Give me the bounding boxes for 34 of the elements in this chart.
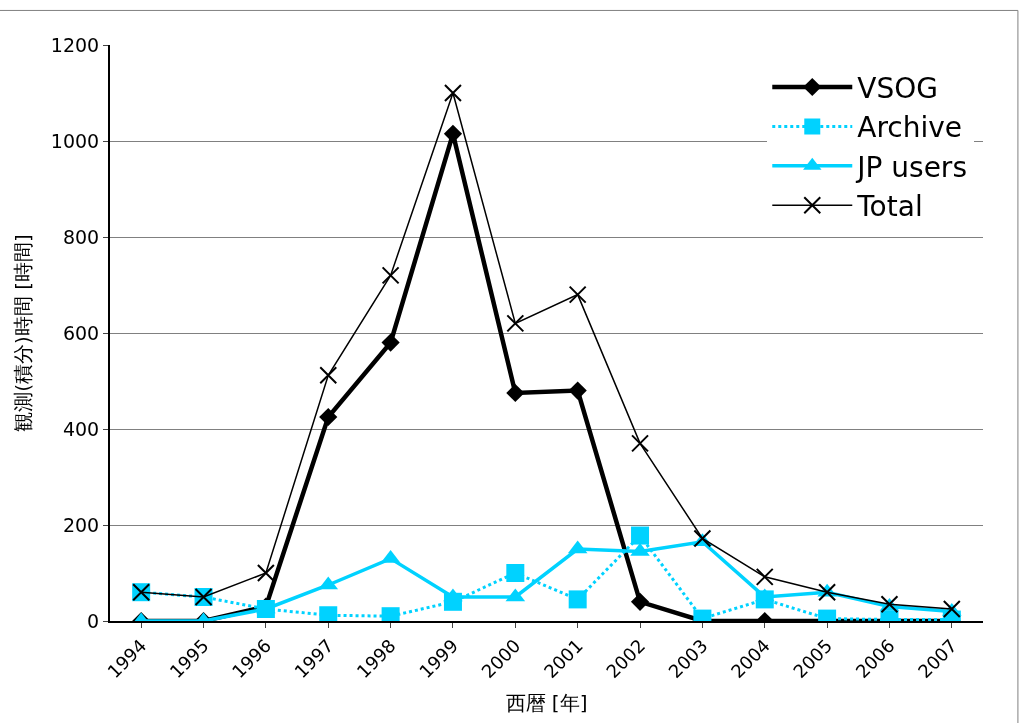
point <box>256 564 275 582</box>
point <box>381 333 400 352</box>
point <box>630 542 650 556</box>
y-tick-label: 400 <box>62 417 100 440</box>
legend-label: Archive <box>857 111 963 145</box>
point <box>506 383 525 403</box>
point <box>818 583 837 602</box>
point <box>506 564 525 582</box>
point <box>443 124 463 143</box>
y-tick-label: 1200 <box>50 33 100 56</box>
point <box>319 407 338 427</box>
legend-label: VSOG <box>857 71 938 105</box>
y-tick-label: 800 <box>62 225 100 248</box>
point <box>630 592 650 611</box>
point <box>755 567 774 586</box>
point <box>568 381 587 400</box>
x-axis-title: 西暦 [年] <box>505 691 588 716</box>
point <box>693 529 712 548</box>
point <box>443 84 462 102</box>
legend-label: JP users <box>855 150 967 184</box>
y-axis-title: 観測(積分)時間 [時間] <box>10 234 35 432</box>
point <box>443 588 463 602</box>
point <box>568 590 587 609</box>
y-tick-label: 600 <box>62 321 100 344</box>
point <box>381 266 400 285</box>
point <box>506 314 525 333</box>
point <box>568 285 587 304</box>
y-tick-label: 0 <box>87 609 100 632</box>
y-tick-label: 1000 <box>50 129 100 152</box>
legend-label: Total <box>856 190 923 224</box>
y-tick-label: 200 <box>62 513 100 536</box>
point <box>631 434 650 453</box>
point <box>631 526 650 545</box>
point <box>319 366 338 385</box>
